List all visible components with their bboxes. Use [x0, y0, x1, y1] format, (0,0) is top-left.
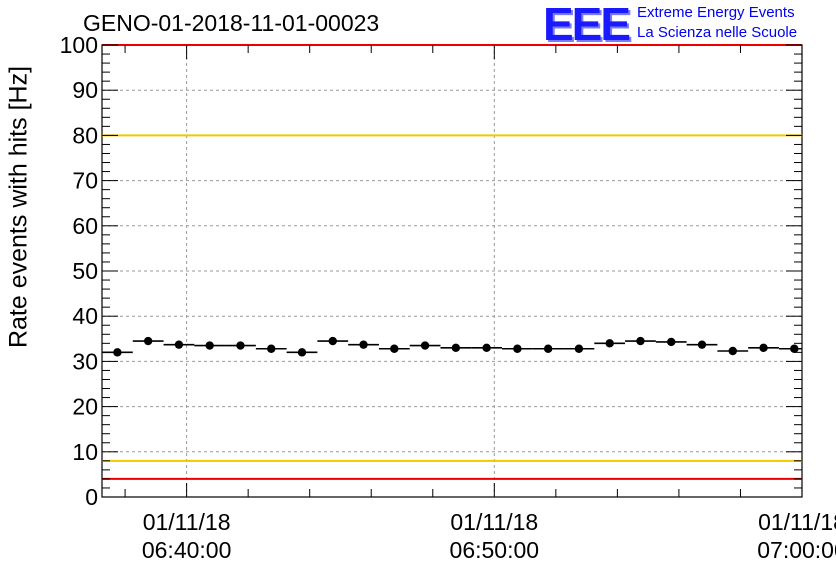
x-tick-label-date: 01/11/18: [758, 509, 836, 535]
data-point: [790, 344, 799, 353]
data-point: [543, 344, 553, 353]
data-point: [267, 344, 276, 353]
x-tick-label-time: 07:00:00: [757, 537, 836, 563]
data-point: [697, 340, 707, 349]
data-point: [574, 344, 584, 353]
y-tick-label: 10: [72, 439, 98, 465]
data-point: [513, 344, 522, 353]
data-point: [236, 341, 245, 350]
y-tick-label: 90: [72, 77, 98, 103]
y-tick-label: 40: [72, 303, 98, 329]
eee-logo-mark: EEE: [543, 0, 631, 50]
data-point: [482, 343, 491, 353]
data-point: [605, 339, 614, 348]
data-point: [420, 341, 430, 350]
y-tick-label: 0: [85, 484, 98, 510]
y-tick-label: 80: [72, 122, 98, 148]
x-axis-ticks: 01/11/1806:40:0001/11/1806:50:0001/11/18…: [124, 45, 836, 563]
y-tick-label: 60: [72, 213, 98, 239]
data-point: [451, 343, 461, 353]
data-point: [113, 348, 122, 357]
x-tick-label-date: 01/11/18: [450, 509, 538, 535]
y-tick-label: 50: [72, 258, 98, 284]
logo-text-line2: La Scienza nelle Scuole: [637, 24, 798, 41]
y-axis-label: Rate events with hits [Hz]: [4, 65, 33, 349]
x-tick-label-time: 06:40:00: [142, 537, 232, 563]
data-point: [174, 340, 184, 349]
x-tick-label-time: 06:50:00: [450, 537, 540, 563]
grid-lines: [102, 45, 802, 497]
data-point: [390, 344, 399, 353]
data-point: [728, 346, 737, 356]
x-tick-label-date: 01/11/18: [143, 509, 231, 535]
chart-title: GENO-01-2018-11-01-00023: [83, 10, 380, 36]
y-tick-label: 30: [72, 348, 98, 374]
data-point: [667, 337, 676, 347]
data-point: [636, 336, 645, 346]
data-point: [759, 343, 768, 353]
reference-lines: [102, 44, 802, 480]
y-tick-label: 100: [60, 32, 98, 58]
logo-text-line1: Extreme Energy Events: [637, 4, 795, 21]
data-point: [297, 348, 307, 357]
data-point: [143, 336, 153, 346]
data-point: [359, 340, 368, 349]
data-point: [328, 336, 337, 346]
data-point: [205, 341, 214, 350]
y-axis-ticks: 0 10 20 30 40 50 60 70 80 90 100: [60, 32, 802, 510]
data-points: [102, 336, 802, 357]
y-tick-label: 70: [72, 168, 98, 194]
y-tick-label: 20: [72, 394, 98, 420]
